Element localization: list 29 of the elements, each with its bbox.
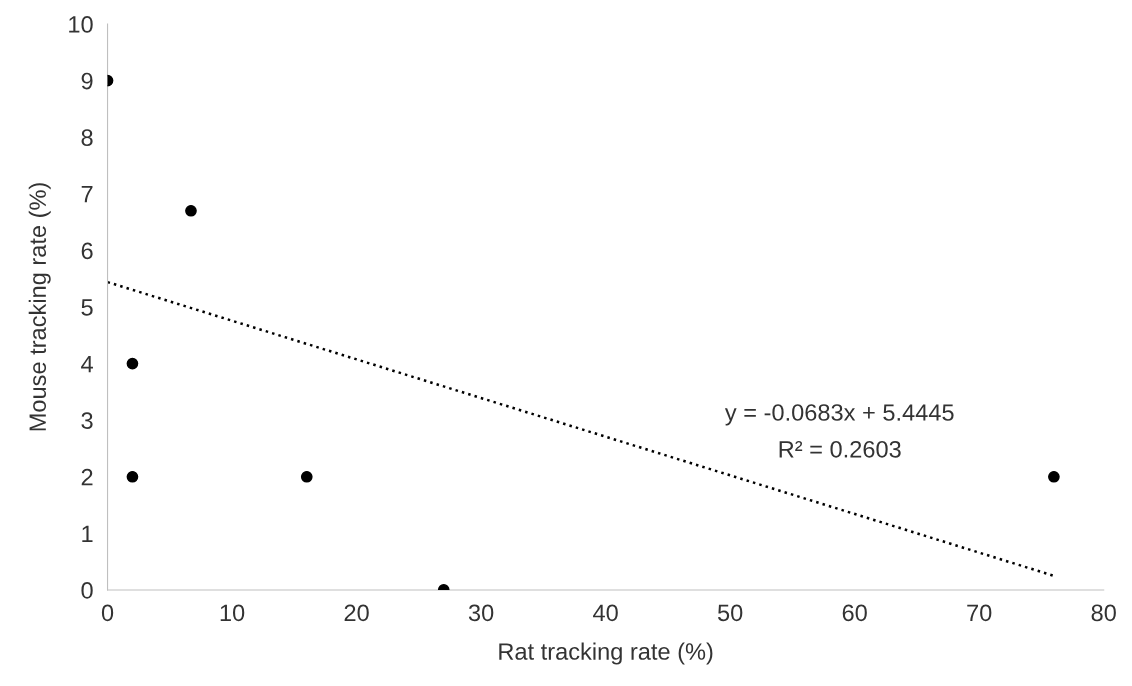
point [1048, 470, 1060, 483]
y-tick-label: 7 [81, 186, 93, 203]
x-tick-label: 10 [220, 604, 245, 622]
annotation: R² = 0.2603 [779, 440, 901, 458]
y-tick-label: 4 [81, 355, 93, 373]
y-tick-label: 2 [81, 468, 93, 486]
x-tick-label: 20 [344, 604, 369, 622]
y-tick-label: 9 [81, 72, 93, 90]
y-tick-label: 0 [81, 582, 93, 599]
x-axis-title: Rat tracking rate (%) [499, 642, 713, 665]
y-tick-label: 1 [82, 525, 93, 542]
y-tick-label: 8 [81, 129, 93, 146]
x-tick-label: 50 [717, 604, 743, 622]
annotation: y = -0.0683x + 5.4445 [724, 404, 954, 426]
point [126, 357, 139, 370]
x-tick-label: 60 [842, 604, 867, 622]
y-tick-label: 10 [69, 16, 93, 33]
x-tick-label: 0 [101, 604, 114, 622]
point [300, 470, 313, 483]
y-axis-title: Mouse tracking rate (%) [28, 183, 51, 431]
y-tick-label: 6 [81, 242, 93, 260]
point [185, 204, 197, 217]
x-tick-label: 80 [1091, 604, 1116, 622]
x-tick-label: 70 [967, 604, 992, 622]
y-tick-label: 5 [81, 299, 93, 316]
x-tick-label: 30 [468, 604, 494, 622]
point [126, 470, 139, 483]
x-tick-label: 40 [593, 604, 618, 622]
y-tick-label: 3 [81, 412, 93, 429]
